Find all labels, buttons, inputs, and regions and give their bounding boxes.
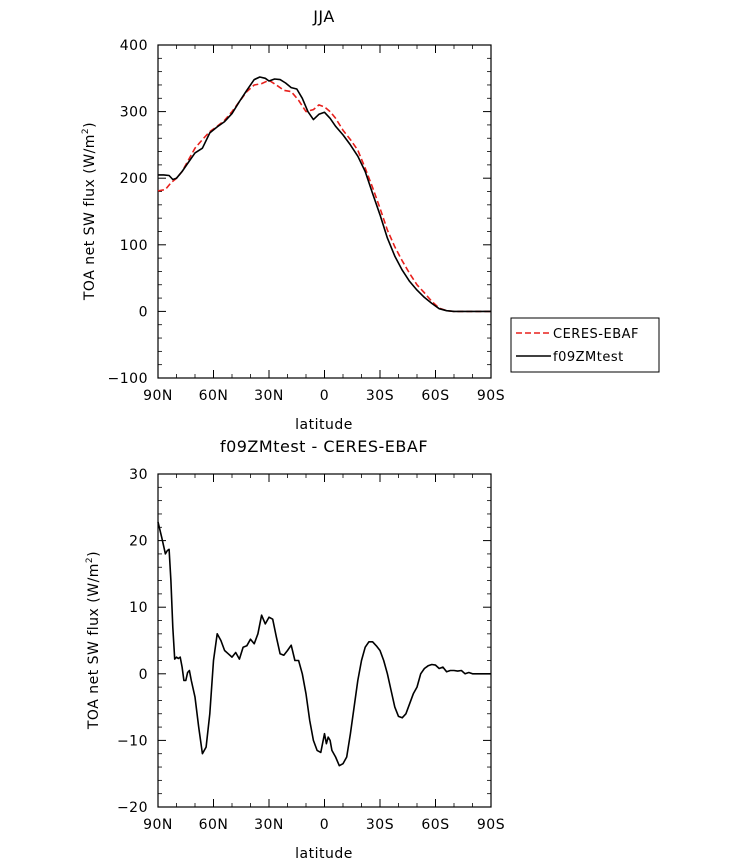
top-panel: JJA 90N 60N 30N 0 30S 60S 90S −100 0 100 200 300 400… [81,7,505,433]
y-tick-label: −20 [117,800,148,816]
chart-title: f09ZMtest - CERES-EBAF [220,437,428,456]
y-axis-label-superscript: 2 [81,128,91,134]
y-tick-label: 20 [129,534,148,550]
y-tick-label: 100 [120,238,148,254]
y-axis-label: TOA net SW flux (W/m2) [81,122,98,301]
x-axis-label: latitude [295,417,353,433]
x-tick-label: 90S [477,817,505,833]
y-tick-label: 300 [120,105,148,121]
y-tick-label: 400 [120,38,148,54]
tick-group: 90N 60N 30N 0 30S 60S 90S −20 −10 0 10 20 30 [117,467,505,833]
y-axis-label-end: ) [86,551,102,557]
x-tick-label: 60N [199,388,229,404]
y-tick-label: −100 [108,371,148,387]
x-tick-label: 0 [320,388,329,404]
y-tick-label: 200 [120,171,148,187]
y-axis-label: TOA net SW flux (W/m2) [85,551,102,730]
y-tick-label: 0 [139,667,148,683]
y-axis-label-end: ) [82,122,98,128]
x-tick-label: 30S [366,388,394,404]
x-axis-label: latitude [295,846,353,862]
bottom-panel: f09ZMtest - CERES-EBAF 90N 60N 30N 0 30S 60S 9… [85,437,505,862]
series-line-f09zmtest [157,521,491,767]
y-tick-label: −10 [117,733,148,749]
x-tick-label: 60S [421,817,449,833]
tick-group: 90N 60N 30N 0 30S 60S 90S −100 0 100 200 300 400 [108,38,505,404]
x-tick-label: 30N [254,817,284,833]
legend: CERES-EBAF f09ZMtest [510,317,660,373]
legend-label-f09zmtest: f09ZMtest [553,350,624,365]
x-tick-label: 90N [143,817,173,833]
series-group [157,76,491,313]
y-axis-label-superscript: 2 [85,557,95,563]
legend-label-ceres-ebaf: CERES-EBAF [553,327,639,342]
x-tick-label: 30N [254,388,284,404]
x-tick-label: 90N [143,388,173,404]
series-group [157,521,491,767]
plot-frame [157,44,492,379]
series-line-ceres-ebaf [157,79,491,313]
series-line-f09zmtest [158,76,491,313]
y-tick-label: 0 [139,304,148,320]
plot-frame [157,473,492,808]
x-tick-label: 60S [421,388,449,404]
x-tick-label: 60N [199,817,229,833]
y-tick-label: 10 [129,600,148,616]
y-axis-label-main: TOA net SW flux (W/m [86,563,102,730]
y-axis-label-main: TOA net SW flux (W/m [82,134,98,301]
legend-frame [510,317,660,373]
x-tick-label: 90S [477,388,505,404]
chart-title: JJA [312,7,335,26]
x-tick-label: 0 [320,817,329,833]
y-tick-label: 30 [129,467,148,483]
x-tick-label: 30S [366,817,394,833]
